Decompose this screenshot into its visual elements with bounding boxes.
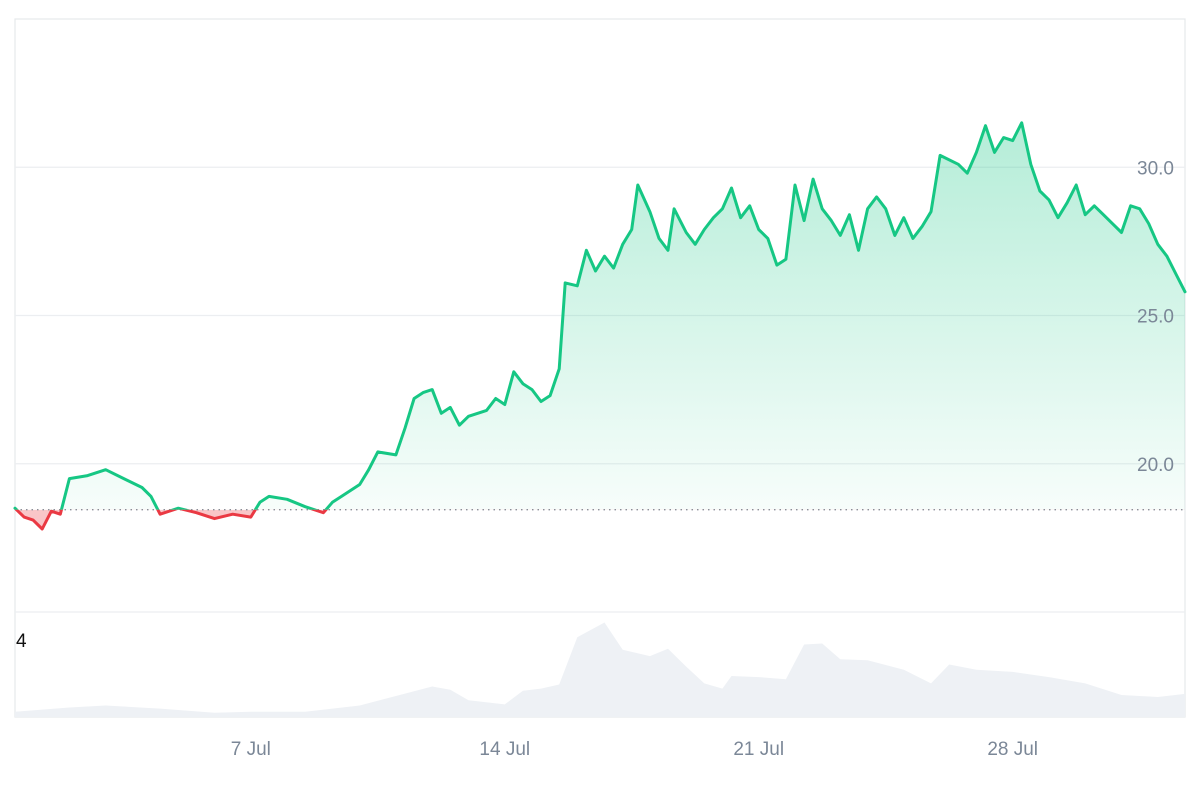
y-tick-label: 30.0: [1137, 158, 1174, 179]
line-above-baseline: [13, 121, 1187, 510]
volume-area: [15, 622, 1185, 717]
x-tick-label: 14 Jul: [479, 739, 530, 760]
volume-fill: [15, 622, 1185, 717]
x-axis-labels: 7 Jul 14 Jul 21 Jul 28 Jul: [231, 739, 1038, 760]
y-axis-labels: 20.0 25.0 30.0: [1137, 158, 1174, 476]
x-tick-label: 7 Jul: [231, 739, 271, 760]
y-tick-label: 20.0: [1137, 455, 1174, 476]
area-above-baseline: [15, 122, 1185, 510]
volume-axis-label: 4: [16, 631, 27, 652]
price-line: [13, 121, 1187, 531]
area-below-baseline: [16, 509, 326, 529]
x-tick-label: 28 Jul: [987, 739, 1038, 760]
price-area: [15, 122, 1185, 529]
volume-tick-label: 4: [16, 631, 27, 652]
y-tick-label: 25.0: [1137, 307, 1174, 328]
x-tick-label: 21 Jul: [733, 739, 784, 760]
